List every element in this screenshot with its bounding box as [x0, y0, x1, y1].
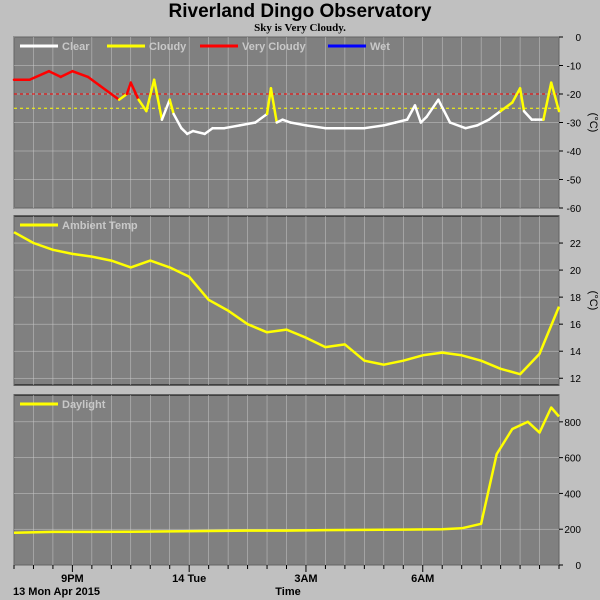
- y-tick-label: -10: [567, 62, 582, 73]
- series-segment: [487, 109, 502, 121]
- date-label: 13 Mon Apr 2015: [13, 586, 100, 598]
- x-tick-label: 6AM: [411, 573, 434, 585]
- series-segment: [59, 69, 74, 79]
- legend-label: Clear: [62, 41, 90, 53]
- series-segment: [425, 98, 440, 119]
- y-tick-label: 600: [564, 454, 581, 465]
- y-tick-label: 200: [564, 525, 581, 536]
- series-segment: [129, 81, 140, 101]
- series-segment: [222, 124, 242, 130]
- x-tick-label: 3AM: [294, 573, 317, 585]
- series-segment: [419, 115, 428, 124]
- series-segment: [413, 104, 423, 124]
- series-segment: [518, 87, 526, 113]
- x-tick-label: 9PM: [61, 573, 84, 585]
- series-segment: [363, 124, 386, 130]
- series-line: [13, 406, 560, 535]
- y-tick-label: -50: [567, 176, 582, 187]
- series-segment: [191, 129, 206, 136]
- legend-label: Ambient Temp: [62, 220, 138, 232]
- series-segment: [137, 98, 148, 113]
- y-tick-label: 12: [570, 374, 582, 385]
- legend-label: Cloudy: [149, 41, 187, 53]
- series-segment: [304, 124, 327, 130]
- series-segment: [448, 121, 467, 130]
- series-segment: [98, 84, 121, 101]
- legend-label: Wet: [370, 41, 390, 53]
- series-segment: [125, 81, 133, 96]
- y-axis-unit: (°C): [587, 291, 599, 311]
- x-axis-label: Time: [275, 586, 300, 598]
- y-tick-label: -30: [567, 119, 582, 130]
- series-segment: [499, 101, 514, 113]
- y-tick-label: 400: [564, 489, 581, 500]
- x-tick-label: 14 Tue: [172, 573, 206, 585]
- y-tick-label: -40: [567, 147, 582, 158]
- y-tick-label: 0: [575, 561, 581, 572]
- series-segment: [476, 118, 491, 127]
- series-segment: [47, 69, 62, 79]
- y-tick-label: -60: [567, 204, 582, 215]
- series-segment: [145, 78, 156, 113]
- ambient-temp-panel: 22 20 18 16 14 12 (°C) Ambient Temp: [13, 215, 599, 386]
- legend-label: Daylight: [62, 399, 106, 411]
- y-tick-label: 800: [564, 418, 581, 429]
- legend-label: Very Cloudy: [242, 41, 306, 53]
- series-segment: [405, 104, 417, 121]
- y-tick-label: 14: [570, 347, 582, 358]
- series-segment: [382, 121, 397, 127]
- y-tick-label: 20: [570, 266, 582, 277]
- page-title: Riverland Dingo Observatory: [168, 1, 432, 22]
- series-segment: [152, 78, 164, 121]
- series-segment: [464, 124, 479, 130]
- series-segment: [542, 81, 553, 121]
- series-segment: [168, 98, 175, 116]
- series-segment: [289, 121, 308, 127]
- series-segment: [394, 118, 409, 124]
- y-axis-unit: (°C): [587, 113, 599, 133]
- series-segment: [281, 118, 292, 124]
- series-segment: [549, 81, 561, 113]
- series-segment: [180, 126, 189, 136]
- series-line: [13, 231, 561, 376]
- series-segment: [511, 87, 522, 104]
- sky-temp-panel: 0 -10 -20 -30 -40 -50 -60 (°C) Clear Cloudy Very C…: [12, 33, 599, 215]
- series-segment: [238, 121, 257, 127]
- series-segment: [71, 69, 90, 79]
- y-tick-label: 18: [570, 293, 582, 304]
- series-segment: [203, 126, 214, 136]
- series-segment: [265, 87, 273, 116]
- y-tick-label: 0: [575, 33, 581, 44]
- x-axis: 9PM 14 Tue 3AM 6AM: [13, 565, 560, 585]
- series-segment: [160, 98, 171, 121]
- series-segment: [117, 92, 129, 101]
- series-segment: [254, 112, 269, 124]
- series-segment: [86, 75, 101, 87]
- series-segment: [269, 87, 279, 124]
- series-segment: [28, 69, 51, 81]
- series-segment: [172, 112, 183, 130]
- y-tick-label: 16: [570, 320, 582, 331]
- daylight-panel: 800 600 400 200 0 Daylight: [13, 394, 581, 572]
- series-segment: [522, 109, 533, 121]
- y-tick-label: 22: [570, 239, 582, 250]
- series-segment: [437, 98, 452, 124]
- sky-status-subtitle: Sky is Very Cloudy.: [254, 22, 346, 34]
- y-tick-label: -20: [567, 90, 582, 101]
